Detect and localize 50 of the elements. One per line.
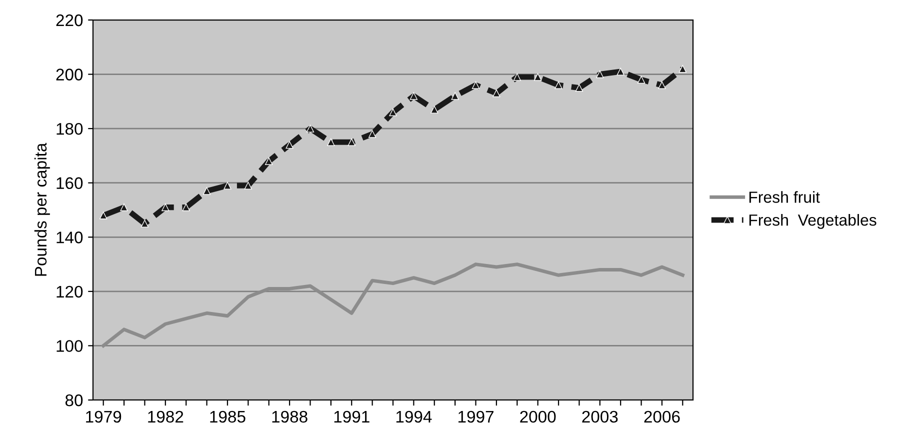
point (120, 203, 128, 212)
x-tick-label: 2006 (644, 410, 680, 423)
point (513, 73, 521, 81)
point (140, 220, 149, 228)
y-tick-label: 160 (56, 177, 83, 190)
point (637, 76, 646, 84)
point (472, 81, 480, 89)
point (327, 138, 335, 146)
point (182, 203, 190, 212)
point (389, 108, 397, 116)
point (678, 65, 686, 73)
x-tick-label: 1985 (210, 410, 246, 423)
point (554, 81, 562, 89)
y-tick-label: 200 (56, 68, 83, 80)
x-tick-label: 1988 (272, 410, 308, 423)
point (596, 70, 604, 78)
legend-label: Fresh fruit (749, 191, 820, 203)
point (265, 157, 273, 165)
point (100, 212, 108, 220)
point (202, 187, 211, 195)
point (492, 89, 500, 98)
point (451, 92, 459, 100)
x-tick-label: 1982 (148, 410, 184, 423)
point (162, 203, 170, 212)
x-tick-label: 1997 (458, 410, 494, 423)
x-tick-label: 2003 (582, 410, 618, 423)
point (368, 130, 376, 138)
legend-label: Fresh Vegetables (749, 214, 876, 229)
x-tick-label: 2000 (520, 410, 556, 423)
y-tick-label: 100 (56, 340, 83, 352)
point (286, 141, 294, 149)
point (575, 84, 584, 92)
point (410, 92, 418, 100)
point (224, 182, 232, 190)
x-tick-label: 1994 (396, 410, 432, 423)
x-tick-label: 1979 (86, 410, 122, 423)
point (658, 81, 666, 89)
point (534, 73, 542, 81)
y-tick-label: 220 (56, 14, 83, 26)
y-axis-title: Pounds per capita (34, 142, 50, 276)
y-tick-label: 120 (56, 286, 83, 298)
point (348, 138, 356, 146)
x-tick-label: 1991 (334, 410, 370, 423)
y-tick-label: 80 (65, 394, 83, 406)
y-tick-label: 180 (56, 122, 83, 135)
point (430, 106, 438, 114)
point (244, 182, 252, 190)
point (306, 124, 314, 132)
y-tick-label: 140 (56, 232, 83, 244)
point (616, 68, 624, 76)
